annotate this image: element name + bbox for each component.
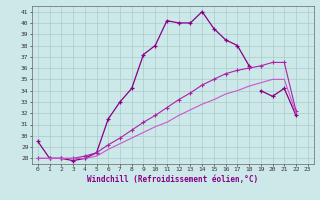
X-axis label: Windchill (Refroidissement éolien,°C): Windchill (Refroidissement éolien,°C) [87,175,258,184]
